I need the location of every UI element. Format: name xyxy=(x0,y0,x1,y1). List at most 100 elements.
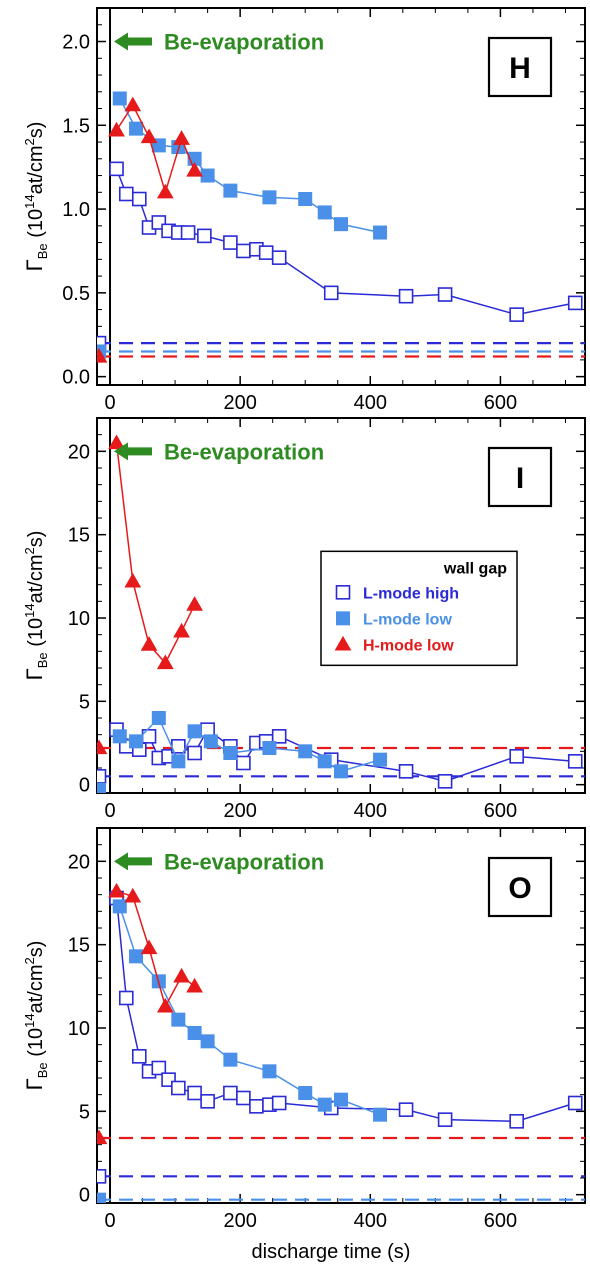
arrow-icon xyxy=(114,852,153,871)
data-point xyxy=(236,1090,251,1106)
edge-point xyxy=(97,348,108,363)
data-point xyxy=(200,1034,215,1049)
plot-frame xyxy=(96,7,586,386)
data-point xyxy=(156,183,174,199)
data-point xyxy=(129,734,144,749)
data-point xyxy=(317,1097,332,1112)
panel-label: H xyxy=(509,52,531,85)
data-point xyxy=(124,887,142,903)
y-axis-title-part: at/cm xyxy=(25,965,47,1014)
data-point xyxy=(173,130,190,145)
data-point xyxy=(171,1080,186,1096)
chart-panel-H: 0 200 400 600 0.0 0.5 1.0 1.5 2.0 ΓBe (1014at/cm2… xyxy=(22,7,586,414)
y-axis-title-part: 14 xyxy=(22,194,37,208)
data-point xyxy=(124,96,142,112)
data-point xyxy=(298,744,313,759)
plot-frame xyxy=(96,417,586,794)
data-point xyxy=(112,899,127,914)
data-point xyxy=(298,1086,313,1100)
data-point xyxy=(108,434,125,450)
edge-point xyxy=(97,739,108,755)
x-tick-label: 400 xyxy=(354,800,387,822)
arrow-icon xyxy=(114,32,153,51)
edge-point xyxy=(97,1169,107,1184)
data-point xyxy=(373,752,388,767)
data-point xyxy=(223,235,238,250)
data-point xyxy=(271,729,287,744)
x-tick-label: 0 xyxy=(104,1210,115,1232)
data-point xyxy=(437,287,453,302)
data-point xyxy=(187,745,202,761)
x-tick-label: 400 xyxy=(354,1210,387,1232)
y-axis-title-part: Be xyxy=(35,652,50,668)
data-point xyxy=(334,764,348,779)
data-point xyxy=(398,1102,414,1117)
data-point xyxy=(223,1085,238,1101)
data-point xyxy=(298,192,313,207)
data-point xyxy=(108,121,125,137)
x-tick-label: 0 xyxy=(104,800,115,822)
annotation-label: Be-evaporation xyxy=(164,439,324,464)
data-point xyxy=(249,1099,264,1114)
data-point xyxy=(271,250,287,265)
data-point xyxy=(271,1095,287,1111)
series-line xyxy=(115,168,576,316)
y-axis-title-part: (10 xyxy=(25,209,47,243)
legend-marker xyxy=(335,585,351,600)
y-axis-title-part: 14 xyxy=(22,603,37,617)
legend-entry: L-mode low xyxy=(363,611,452,628)
panel-label-box xyxy=(487,446,553,508)
y-tick-label: 1.5 xyxy=(62,115,90,137)
y-tick-label: 10 xyxy=(68,608,90,630)
data-point xyxy=(131,191,147,207)
data-point xyxy=(173,967,190,983)
x-tick-label: 600 xyxy=(484,800,517,822)
legend-marker xyxy=(334,635,352,651)
data-point xyxy=(171,754,186,769)
data-point xyxy=(262,190,277,205)
y-tick-label: 15 xyxy=(68,935,90,957)
legend-entry: L-mode high xyxy=(363,585,459,602)
y-axis-title-part: at/cm xyxy=(25,555,47,604)
x-tick-label: 200 xyxy=(223,1210,256,1232)
data-point xyxy=(118,990,134,1006)
y-axis-title-part: 2 xyxy=(22,138,37,145)
data-point xyxy=(223,183,238,198)
plot-area xyxy=(97,91,585,363)
data-point xyxy=(151,1060,167,1076)
edge-point xyxy=(97,1192,106,1203)
x-tick-label: 200 xyxy=(223,800,256,822)
x-tick-label: 0 xyxy=(104,392,115,414)
y-axis-title-part: (10 xyxy=(25,1028,47,1062)
y-axis-title-part: 2 xyxy=(22,547,37,554)
data-point xyxy=(140,636,158,651)
annotation-label: Be-evaporation xyxy=(164,849,324,874)
data-point xyxy=(171,1012,186,1027)
data-point xyxy=(567,754,583,769)
y-axis-title: ΓBe (1014at/cm2s) xyxy=(22,531,50,681)
panel-label: I xyxy=(516,462,524,495)
data-point xyxy=(173,622,190,638)
y-axis-title-part: s) xyxy=(25,122,47,139)
x-tick-label: 200 xyxy=(223,392,256,414)
x-tick-label: 600 xyxy=(484,1210,517,1232)
y-tick-label: 20 xyxy=(68,851,90,873)
data-point xyxy=(200,722,215,737)
data-point xyxy=(398,288,414,304)
data-point xyxy=(262,741,277,755)
plot-area xyxy=(97,882,585,1203)
data-point xyxy=(509,749,524,764)
panel-label: O xyxy=(508,872,531,905)
data-point xyxy=(200,168,215,183)
data-point xyxy=(398,764,414,779)
data-point xyxy=(223,746,238,760)
data-point xyxy=(509,307,524,322)
y-tick-label: 10 xyxy=(68,1018,90,1040)
y-axis-title-part: Γ xyxy=(22,668,47,680)
y-axis-title: ΓBe (1014at/cm2s) xyxy=(22,941,50,1091)
data-point xyxy=(186,977,203,993)
data-point xyxy=(334,1092,348,1107)
plot-area xyxy=(97,434,585,793)
data-point xyxy=(373,225,388,240)
